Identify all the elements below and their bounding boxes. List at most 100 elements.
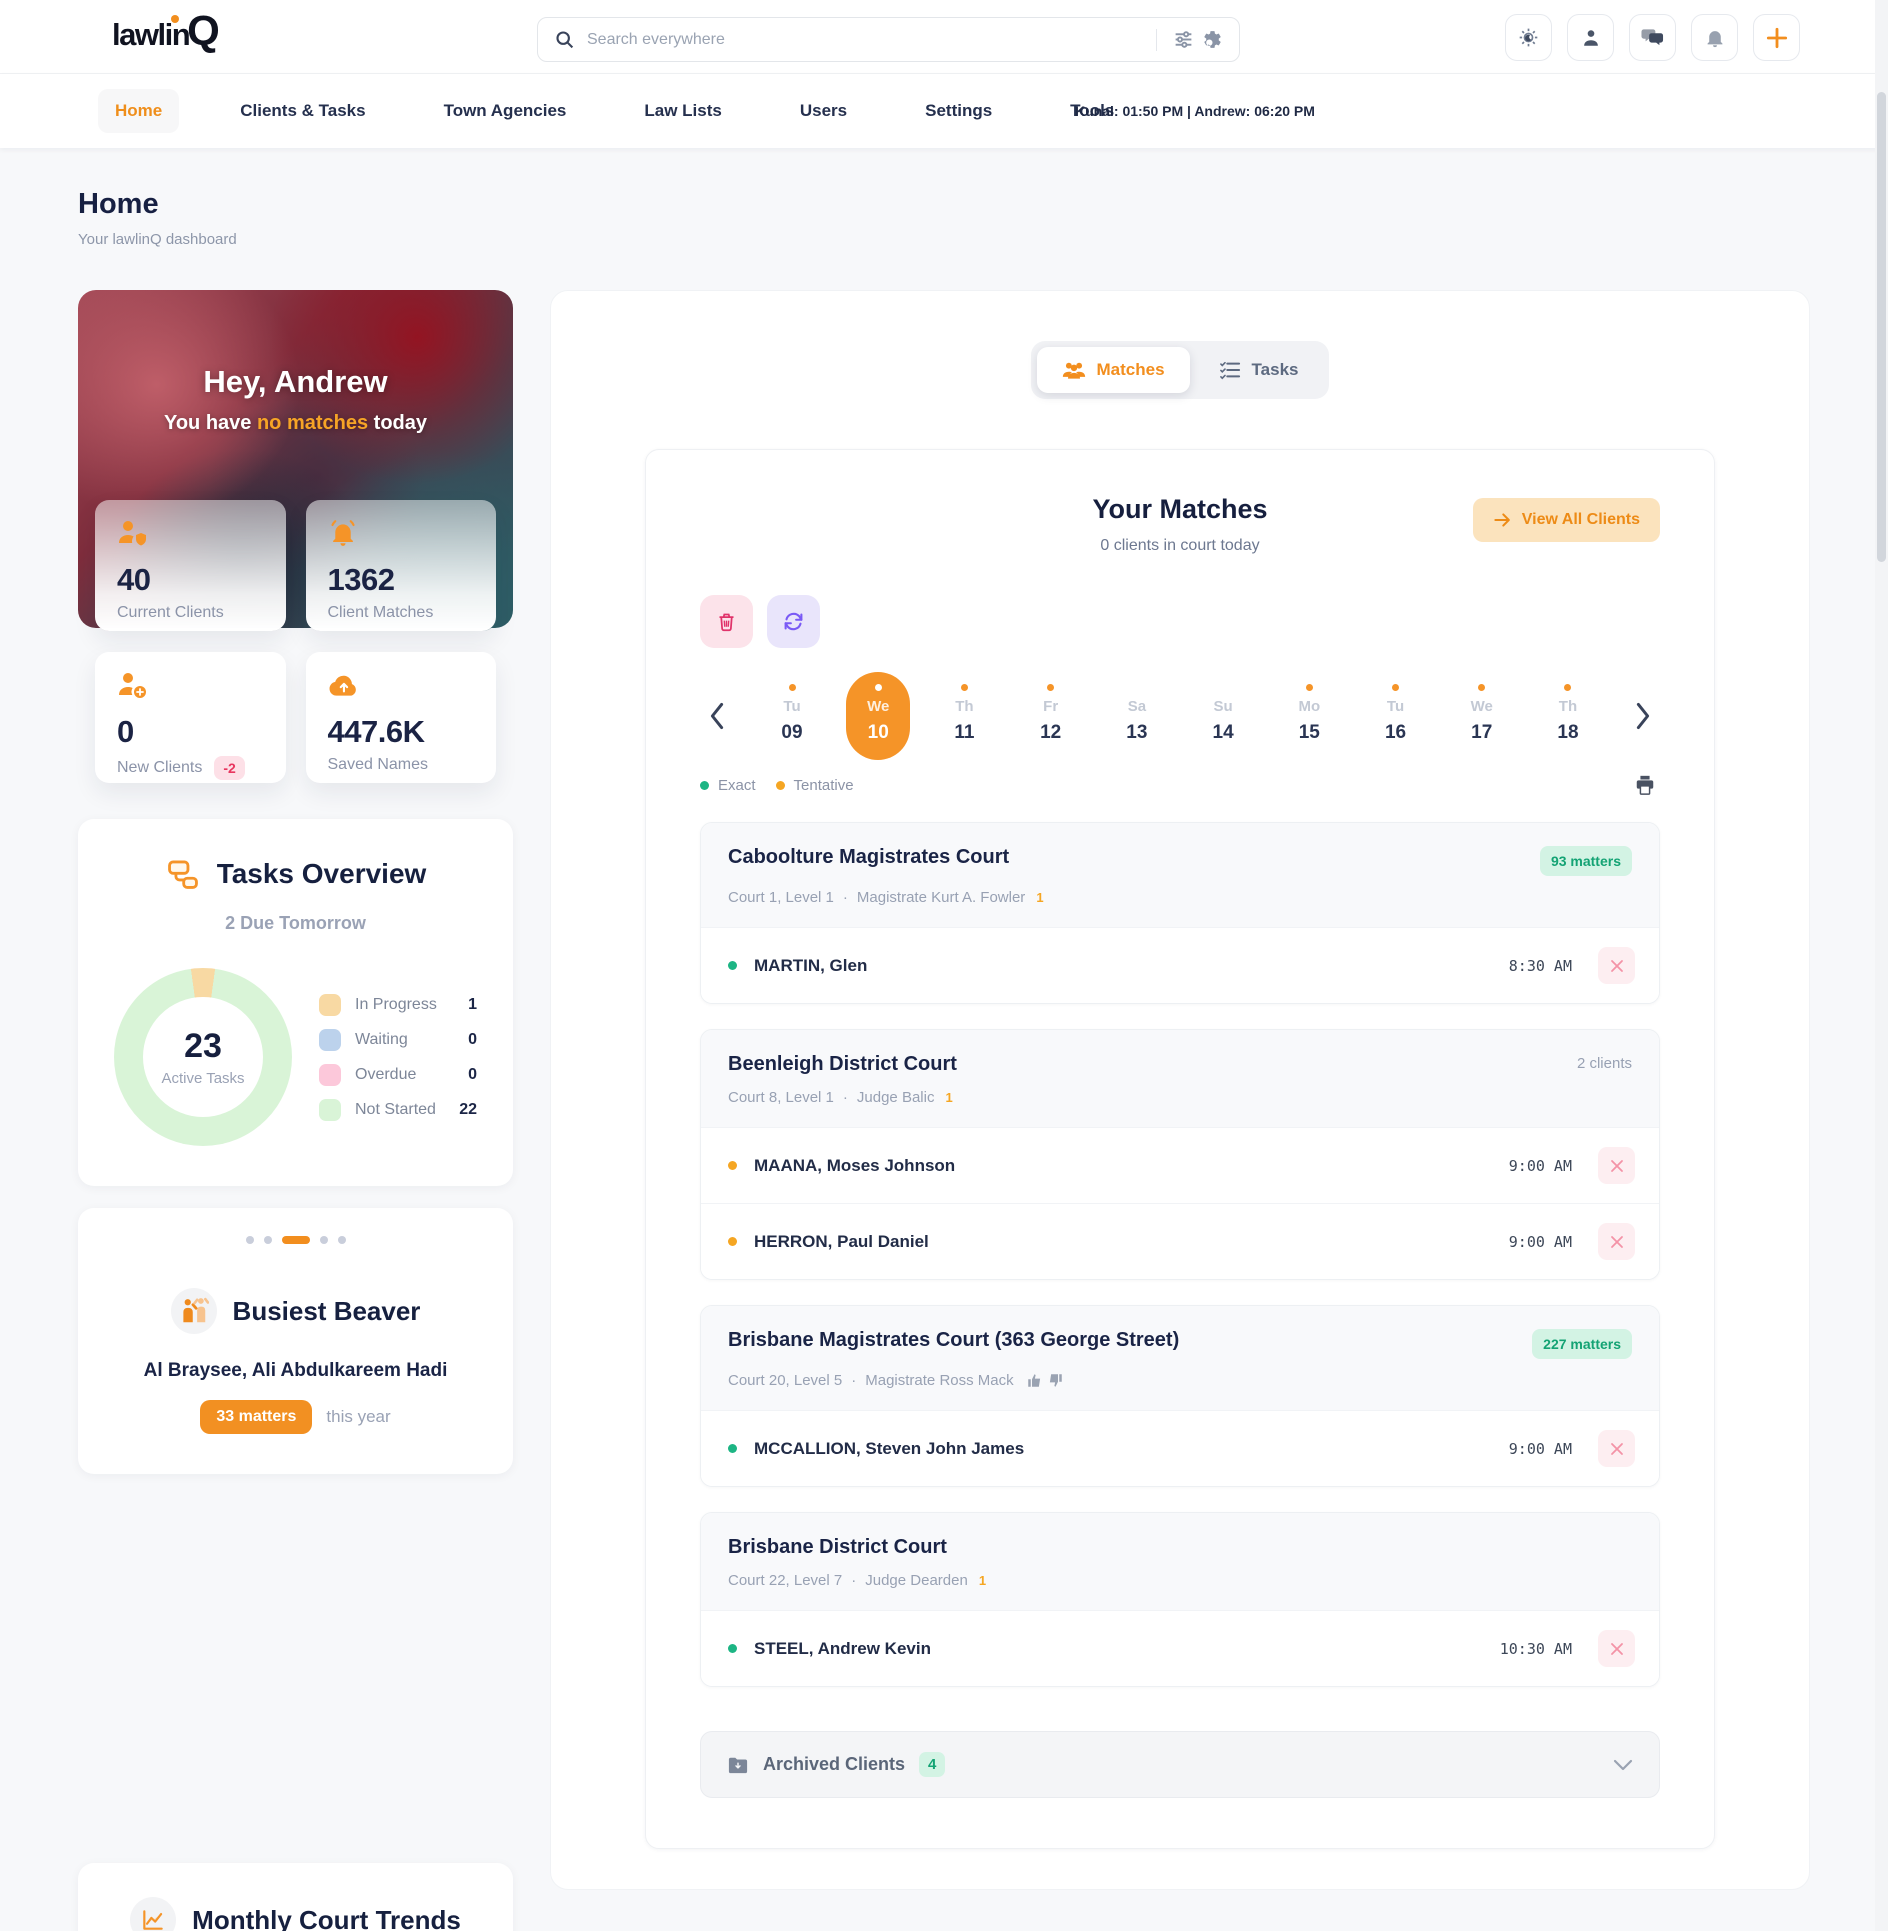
client-row[interactable]: MARTIN, Glen 8:30 AM <box>701 927 1659 1003</box>
remove-client-button[interactable] <box>1598 1223 1635 1260</box>
stat-value: 40 <box>117 562 151 597</box>
stat-label: New Clients <box>117 759 203 776</box>
nav-item-clients-tasks[interactable]: Clients & Tasks <box>240 101 366 120</box>
refresh-icon <box>783 611 804 632</box>
app-logo[interactable]: lawlin Q <box>112 10 220 53</box>
exact-status-dot <box>728 1444 737 1453</box>
client-time: 9:00 AM <box>1508 1156 1572 1175</box>
nav-item-settings[interactable]: Settings <box>925 101 993 120</box>
search-input[interactable] <box>587 30 1144 49</box>
legend-exact: Exact <box>700 777 756 794</box>
logo-accent-dot <box>171 15 179 23</box>
archived-clients-toggle[interactable]: Archived Clients 4 <box>700 1731 1660 1798</box>
carousel-dot[interactable] <box>245 1236 254 1244</box>
bell-icon <box>1704 27 1726 49</box>
court-header: Brisbane Magistrates Court (363 George S… <box>701 1306 1659 1410</box>
client-row[interactable]: HERRON, Paul Daniel 9:00 AM <box>701 1203 1659 1279</box>
close-icon <box>1610 1235 1624 1249</box>
thumbs-down-button[interactable] <box>1048 1373 1063 1388</box>
date-cell[interactable]: Th 18 <box>1536 672 1600 760</box>
profile-button[interactable] <box>1567 14 1614 61</box>
global-search[interactable] <box>537 17 1240 62</box>
view-all-clients-button[interactable]: View All Clients <box>1472 498 1660 542</box>
client-row[interactable]: MCCALLION, Steven John James 9:00 AM <box>701 1410 1659 1486</box>
prev-dates-button[interactable] <box>700 695 734 737</box>
date-cell[interactable]: We 17 <box>1450 672 1514 760</box>
print-button[interactable] <box>1630 770 1660 800</box>
busiest-beaver-title: Busiest Beaver <box>232 1295 421 1326</box>
nav-item-users[interactable]: Users <box>799 101 848 120</box>
tentative-status-dot <box>728 1161 737 1170</box>
left-column: Hey, Andrew You have no matches today 40… <box>78 290 513 1931</box>
remove-client-button[interactable] <box>1598 1430 1635 1467</box>
topbar-actions <box>1505 14 1800 61</box>
carousel-dot[interactable] <box>319 1236 328 1244</box>
nav-item-law-lists[interactable]: Law Lists <box>644 101 722 120</box>
archived-count-badge: 4 <box>919 1752 946 1777</box>
thumbs-up-button[interactable] <box>1027 1373 1042 1388</box>
date-cell[interactable]: Fr 12 <box>1019 672 1083 760</box>
carousel-dot[interactable] <box>337 1236 346 1244</box>
tasks-overview-card: Tasks Overview 2 Due Tomorrow 23 Active … <box>78 819 513 1186</box>
remove-client-button[interactable] <box>1598 1630 1635 1667</box>
date-cell[interactable]: Mo 15 <box>1277 672 1341 760</box>
create-new-button[interactable] <box>1753 14 1800 61</box>
scrollbar[interactable] <box>1875 0 1888 1931</box>
date-cell[interactable]: Sa 13 <box>1105 672 1169 760</box>
carousel-dot-active[interactable] <box>281 1236 310 1244</box>
close-icon <box>1610 1159 1624 1173</box>
legend-swatch <box>319 1098 341 1121</box>
matters-count-badge: 33 matters <box>200 1400 313 1434</box>
search-filters-button[interactable] <box>1169 25 1198 54</box>
court-list: Caboolture Magistrates Court 93 matters … <box>700 822 1660 1687</box>
remove-client-button[interactable] <box>1598 947 1635 984</box>
active-tasks-label: Active Tasks <box>161 1070 245 1087</box>
printer-icon <box>1634 774 1656 796</box>
right-column: Matches Tasks Your Matches 0 client <box>550 290 1810 1931</box>
date-cell[interactable]: Th 11 <box>932 672 996 760</box>
date-cell[interactable]: Tu 09 <box>760 672 824 760</box>
match-dot <box>1478 684 1486 691</box>
court-card-brisbane-magistrates: Brisbane Magistrates Court (363 George S… <box>700 1305 1660 1487</box>
client-count-text: 2 clients <box>1576 1055 1632 1072</box>
search-settings-button[interactable] <box>1198 25 1227 54</box>
archived-clients-label: Archived Clients <box>763 1754 906 1774</box>
client-time: 9:00 AM <box>1508 1232 1572 1251</box>
match-dot <box>1564 684 1572 691</box>
theme-settings-button[interactable] <box>1505 14 1552 61</box>
matches-tasks-tabgroup: Matches Tasks <box>1030 341 1330 399</box>
tab-tasks[interactable]: Tasks <box>1194 347 1324 393</box>
checklist-icon <box>1219 360 1241 380</box>
tab-matches[interactable]: Matches <box>1036 347 1190 393</box>
date-cell-selected[interactable]: We 10 <box>846 672 911 760</box>
page-content: Home Your lawlinQ dashboard Hey, Andrew … <box>0 148 1888 1931</box>
your-matches-card: Your Matches 0 clients in court today Vi… <box>645 449 1715 1849</box>
court-details: Court 1, Level 1 · Magistrate Kurt A. Fo… <box>728 889 1044 906</box>
person-plus-icon <box>117 670 264 700</box>
date-cell[interactable]: Su 14 <box>1191 672 1255 760</box>
notifications-button[interactable] <box>1691 14 1738 61</box>
carousel-dot[interactable] <box>263 1236 272 1244</box>
thumbs-down-icon <box>1048 1373 1063 1388</box>
date-cell[interactable]: Tu 16 <box>1364 672 1428 760</box>
refresh-matches-button[interactable] <box>767 595 820 648</box>
messages-button[interactable] <box>1629 14 1676 61</box>
remove-client-button[interactable] <box>1598 1147 1635 1184</box>
match-dot <box>874 684 882 691</box>
client-row[interactable]: STEEL, Andrew Kevin 10:30 AM <box>701 1610 1659 1686</box>
court-header: Caboolture Magistrates Court 93 matters … <box>701 823 1659 927</box>
next-dates-button[interactable] <box>1626 695 1660 737</box>
nav-item-town-agencies[interactable]: Town Agencies <box>443 101 567 120</box>
due-tomorrow-text: 2 Due Tomorrow <box>225 913 366 933</box>
court-header: Brisbane District Court Court 22, Level … <box>701 1513 1659 1610</box>
clear-matches-button[interactable] <box>700 595 753 648</box>
badge-suffix: this year <box>326 1407 391 1426</box>
nav-item-home[interactable]: Home <box>98 89 180 133</box>
stats-grid: 40 Current Clients 1362 Client Matches 0 <box>95 500 496 783</box>
court-name: Caboolture Magistrates Court <box>728 846 1010 868</box>
legend-item-not-started: Not Started 22 <box>319 1098 477 1121</box>
nav-item-tools[interactable]: Tools <box>1070 101 1115 120</box>
legend-item-waiting: Waiting 0 <box>319 1028 477 1051</box>
scrollbar-thumb[interactable] <box>1877 92 1886 562</box>
client-row[interactable]: MAANA, Moses Johnson 9:00 AM <box>701 1127 1659 1203</box>
